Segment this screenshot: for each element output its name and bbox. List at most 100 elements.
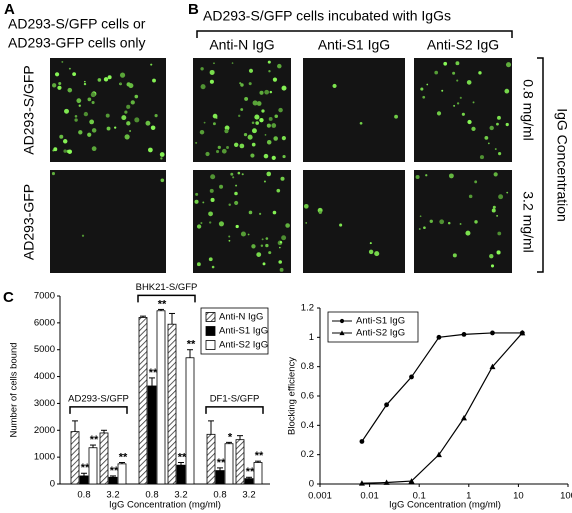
cell — [234, 200, 239, 205]
legend-swatch — [205, 312, 216, 322]
cell — [467, 119, 472, 125]
cell — [251, 121, 255, 124]
x-tick-label: 0.001 — [308, 491, 332, 502]
cell — [484, 136, 489, 140]
cell — [248, 68, 254, 73]
cell — [266, 123, 271, 128]
bar — [235, 439, 245, 485]
cell — [491, 208, 496, 213]
cell — [228, 203, 231, 206]
cell — [255, 121, 260, 125]
cell — [74, 115, 78, 118]
cell — [218, 221, 225, 227]
bar — [138, 317, 148, 485]
significance-label: ** — [217, 457, 226, 469]
cell — [285, 223, 290, 228]
y-axis-label: Number of cells bound — [9, 342, 20, 437]
cell — [277, 63, 282, 69]
cell — [150, 63, 153, 66]
cell — [280, 176, 285, 181]
cell — [471, 126, 476, 131]
cell — [506, 191, 509, 194]
legend-label: Anti-S2 IgG — [219, 340, 268, 351]
significance-label: ** — [110, 465, 119, 477]
cell — [420, 87, 424, 91]
cell — [219, 184, 224, 189]
cell — [468, 194, 473, 199]
cell — [239, 143, 245, 149]
cell — [248, 210, 253, 215]
cell — [261, 238, 264, 241]
x-tick-label: 1 — [466, 491, 471, 502]
cell — [231, 62, 234, 64]
cell — [272, 77, 278, 82]
cell — [212, 113, 218, 119]
micrographs — [50, 58, 512, 273]
panel-title: AD293-S/GFP cells incubated with IgGs — [203, 8, 451, 24]
cell — [238, 114, 241, 117]
error-bar — [81, 472, 87, 476]
group-label: AD293-S/GFP — [68, 393, 129, 404]
cell — [150, 125, 156, 131]
bar — [117, 463, 127, 485]
error-bar — [149, 377, 155, 386]
cell — [200, 67, 204, 71]
cell — [74, 118, 78, 122]
cell — [332, 83, 337, 89]
cell — [209, 221, 212, 224]
line — [361, 332, 523, 442]
cell — [54, 72, 60, 77]
cell — [209, 69, 215, 75]
cell — [251, 244, 256, 249]
cell — [279, 240, 283, 244]
cell — [263, 153, 269, 159]
significance-label: ** — [90, 434, 99, 446]
significance-label: ** — [187, 339, 196, 351]
bar — [88, 447, 98, 485]
cell — [57, 85, 62, 90]
cell — [208, 211, 213, 217]
micrograph — [50, 170, 166, 273]
cell — [434, 70, 439, 75]
cell — [205, 151, 210, 157]
cell — [241, 173, 244, 176]
cell — [51, 172, 56, 176]
x-tick-label: 10 — [513, 491, 524, 502]
cell — [216, 150, 220, 154]
micrograph — [414, 170, 512, 273]
error-bar — [158, 308, 164, 311]
marker — [409, 374, 414, 380]
cell — [89, 119, 95, 125]
error-bar — [246, 476, 252, 479]
x-tick-label: 0.8 — [145, 490, 158, 501]
significance-label: ** — [149, 367, 158, 379]
cell — [489, 125, 494, 131]
cell — [271, 155, 276, 160]
legend-swatch — [205, 326, 216, 336]
cell — [254, 114, 260, 120]
cell — [423, 226, 426, 230]
cell — [505, 62, 512, 68]
cell — [447, 221, 451, 225]
line — [361, 332, 523, 484]
cell — [213, 62, 215, 65]
cell — [147, 147, 153, 153]
x-axis-label: IgG Concentration (mg/ml) — [109, 500, 221, 511]
cell — [72, 72, 77, 76]
bar — [176, 464, 186, 485]
bar — [244, 478, 254, 485]
cell — [418, 228, 421, 230]
cell — [281, 85, 287, 91]
micrograph — [50, 58, 166, 162]
cell — [274, 114, 278, 118]
cell — [68, 67, 71, 70]
cell — [209, 79, 214, 84]
cell — [489, 253, 494, 259]
column-label: Anti-N IgG — [209, 37, 274, 53]
error-bar — [90, 444, 96, 448]
marker — [359, 439, 365, 444]
cell — [496, 250, 501, 255]
cell — [276, 188, 281, 193]
cell — [497, 231, 502, 236]
cell — [84, 80, 86, 83]
